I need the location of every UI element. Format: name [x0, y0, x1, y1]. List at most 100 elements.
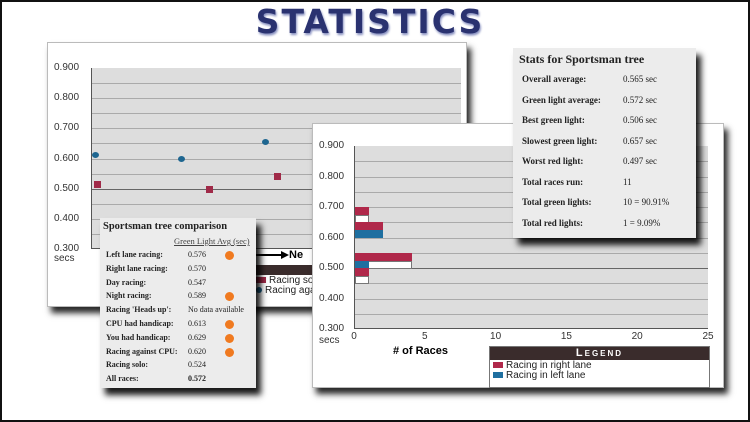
y-tick-label: 0.900	[54, 62, 80, 73]
comparison-label: Right lane racing:	[106, 263, 168, 273]
comparison-value: 0.572	[188, 374, 206, 384]
gridline	[355, 237, 708, 239]
x-tick-label: 25	[702, 331, 714, 342]
y-tick-label: 0.500	[319, 262, 345, 273]
comparison-label: Day racing:	[106, 277, 147, 287]
bar-right-lane	[355, 252, 412, 261]
gridline	[355, 298, 708, 300]
stat-value: 0.657 sec	[623, 135, 657, 146]
gridline	[92, 128, 461, 130]
comparison-label: CPU had handicap:	[106, 319, 174, 328]
gridline	[92, 158, 461, 160]
comparison-value: 0.620	[188, 346, 206, 356]
comparison-label: Night racing:	[106, 291, 152, 301]
stat-label: Total green lights:	[522, 197, 592, 207]
y-tick-label: 0.700	[319, 201, 345, 212]
gridline	[92, 143, 461, 145]
gridline	[92, 203, 461, 205]
gridline	[92, 218, 461, 220]
stat-label: Green light average:	[522, 94, 601, 105]
stat-value: 0.565 sec	[623, 74, 657, 84]
stat-label: Worst red light:	[522, 156, 584, 166]
y-tick-label: 0.900	[319, 140, 345, 151]
comparison-label: Left lane racing:	[106, 250, 163, 259]
legend-item-left-lane: Racing in left lane	[490, 370, 709, 381]
x-tick-label: 10	[490, 331, 502, 342]
gridline	[92, 188, 461, 190]
comparison-card: Sportsman tree comparison Green Light Av…	[100, 218, 256, 388]
stat-value: 0.506 sec	[623, 115, 657, 125]
point-racing-solo	[94, 181, 101, 189]
comparison-value: 0.576	[188, 250, 206, 259]
comparison-label: All races:	[106, 374, 139, 384]
bar-right-lane	[355, 207, 370, 215]
point-racing-solo	[206, 186, 213, 194]
comparison-value: 0.547	[188, 277, 206, 287]
comparison-value: 0.570	[188, 263, 206, 273]
x-tick-label: 20	[631, 331, 643, 342]
gridline	[355, 313, 708, 315]
indicator-dot-icon	[225, 320, 234, 329]
bar-right-lane	[355, 222, 384, 231]
indicator-dot-icon	[225, 347, 234, 357]
stat-label: Total races run:	[522, 176, 584, 187]
comparison-value: No data available	[188, 305, 244, 315]
gridline	[355, 268, 708, 269]
y-tick-label: 0.600	[54, 152, 80, 164]
gridline	[92, 113, 461, 115]
bar-outline	[355, 276, 370, 284]
comparison-label: Racing against CPU:	[106, 346, 178, 356]
indicator-dot-icon	[225, 251, 234, 260]
x-axis-label: # of Races	[393, 345, 449, 357]
point-racing-cpu	[92, 152, 99, 159]
stat-value: 11	[623, 176, 632, 187]
comparison-label: Racing 'Heads up':	[106, 305, 172, 315]
y-tick-label: 0.800	[319, 170, 345, 182]
y-tick-label: 0.400	[54, 212, 80, 224]
legend-item-solo: Racing solo	[253, 275, 373, 286]
y-tick-label: 0.400	[319, 292, 345, 304]
comparison-value: 0.524	[188, 360, 206, 370]
gridline	[92, 83, 461, 85]
gridline	[92, 98, 461, 100]
histogram-legend: Legend Racing in right lane Racing in le…	[489, 346, 710, 388]
gridline	[355, 283, 708, 285]
gridline	[355, 252, 708, 254]
y-unit-label: secs	[54, 253, 75, 264]
stat-value: 10 = 90.91%	[623, 197, 670, 207]
point-racing-cpu	[262, 138, 269, 145]
stat-value: 1 = 9.09%	[623, 217, 661, 228]
stat-label: Overall average:	[522, 74, 587, 84]
y-tick-label: 0.700	[54, 122, 80, 134]
stat-value: 0.572 sec	[623, 94, 657, 105]
comparison-title: Sportsman tree comparison	[103, 221, 228, 232]
point-racing-cpu	[178, 155, 185, 162]
x-tick-label: 5	[422, 331, 428, 342]
stat-label: Slowest green light:	[522, 135, 598, 146]
y-tick-label: 0.300	[319, 323, 345, 334]
indicator-dot-icon	[225, 292, 234, 302]
page-title: STATISTICS	[255, 2, 485, 41]
legend-item-right-lane: Racing in right lane	[490, 360, 709, 371]
y-tick-label: 0.600	[319, 231, 345, 243]
comparison-label: You had handicap:	[106, 332, 171, 342]
column-header: Green Light Avg (sec)	[174, 236, 250, 246]
stats-title: Stats for Sportsman tree	[519, 52, 645, 66]
stat-label: Total red lights:	[522, 217, 584, 228]
stat-value: 0.497 sec	[623, 156, 657, 166]
comparison-value: 0.629	[188, 332, 206, 342]
x-tick-label: 15	[560, 331, 572, 342]
bar-left-lane	[355, 230, 384, 239]
y-tick-label: 0.800	[54, 92, 80, 104]
y-tick-label: 0.300	[54, 243, 80, 254]
point-racing-solo	[274, 173, 281, 181]
legend-item-cpu: Racing against CPU	[253, 285, 373, 296]
comparison-value: 0.613	[188, 319, 206, 328]
bar-left-lane	[355, 260, 370, 269]
gridline	[92, 233, 461, 235]
comparison-value: 0.589	[188, 291, 206, 301]
next-arrow[interactable]: Ne	[253, 249, 373, 261]
x-tick-label: 0	[351, 331, 357, 342]
stats-card: Stats for Sportsman tree Overall average…	[513, 48, 696, 238]
